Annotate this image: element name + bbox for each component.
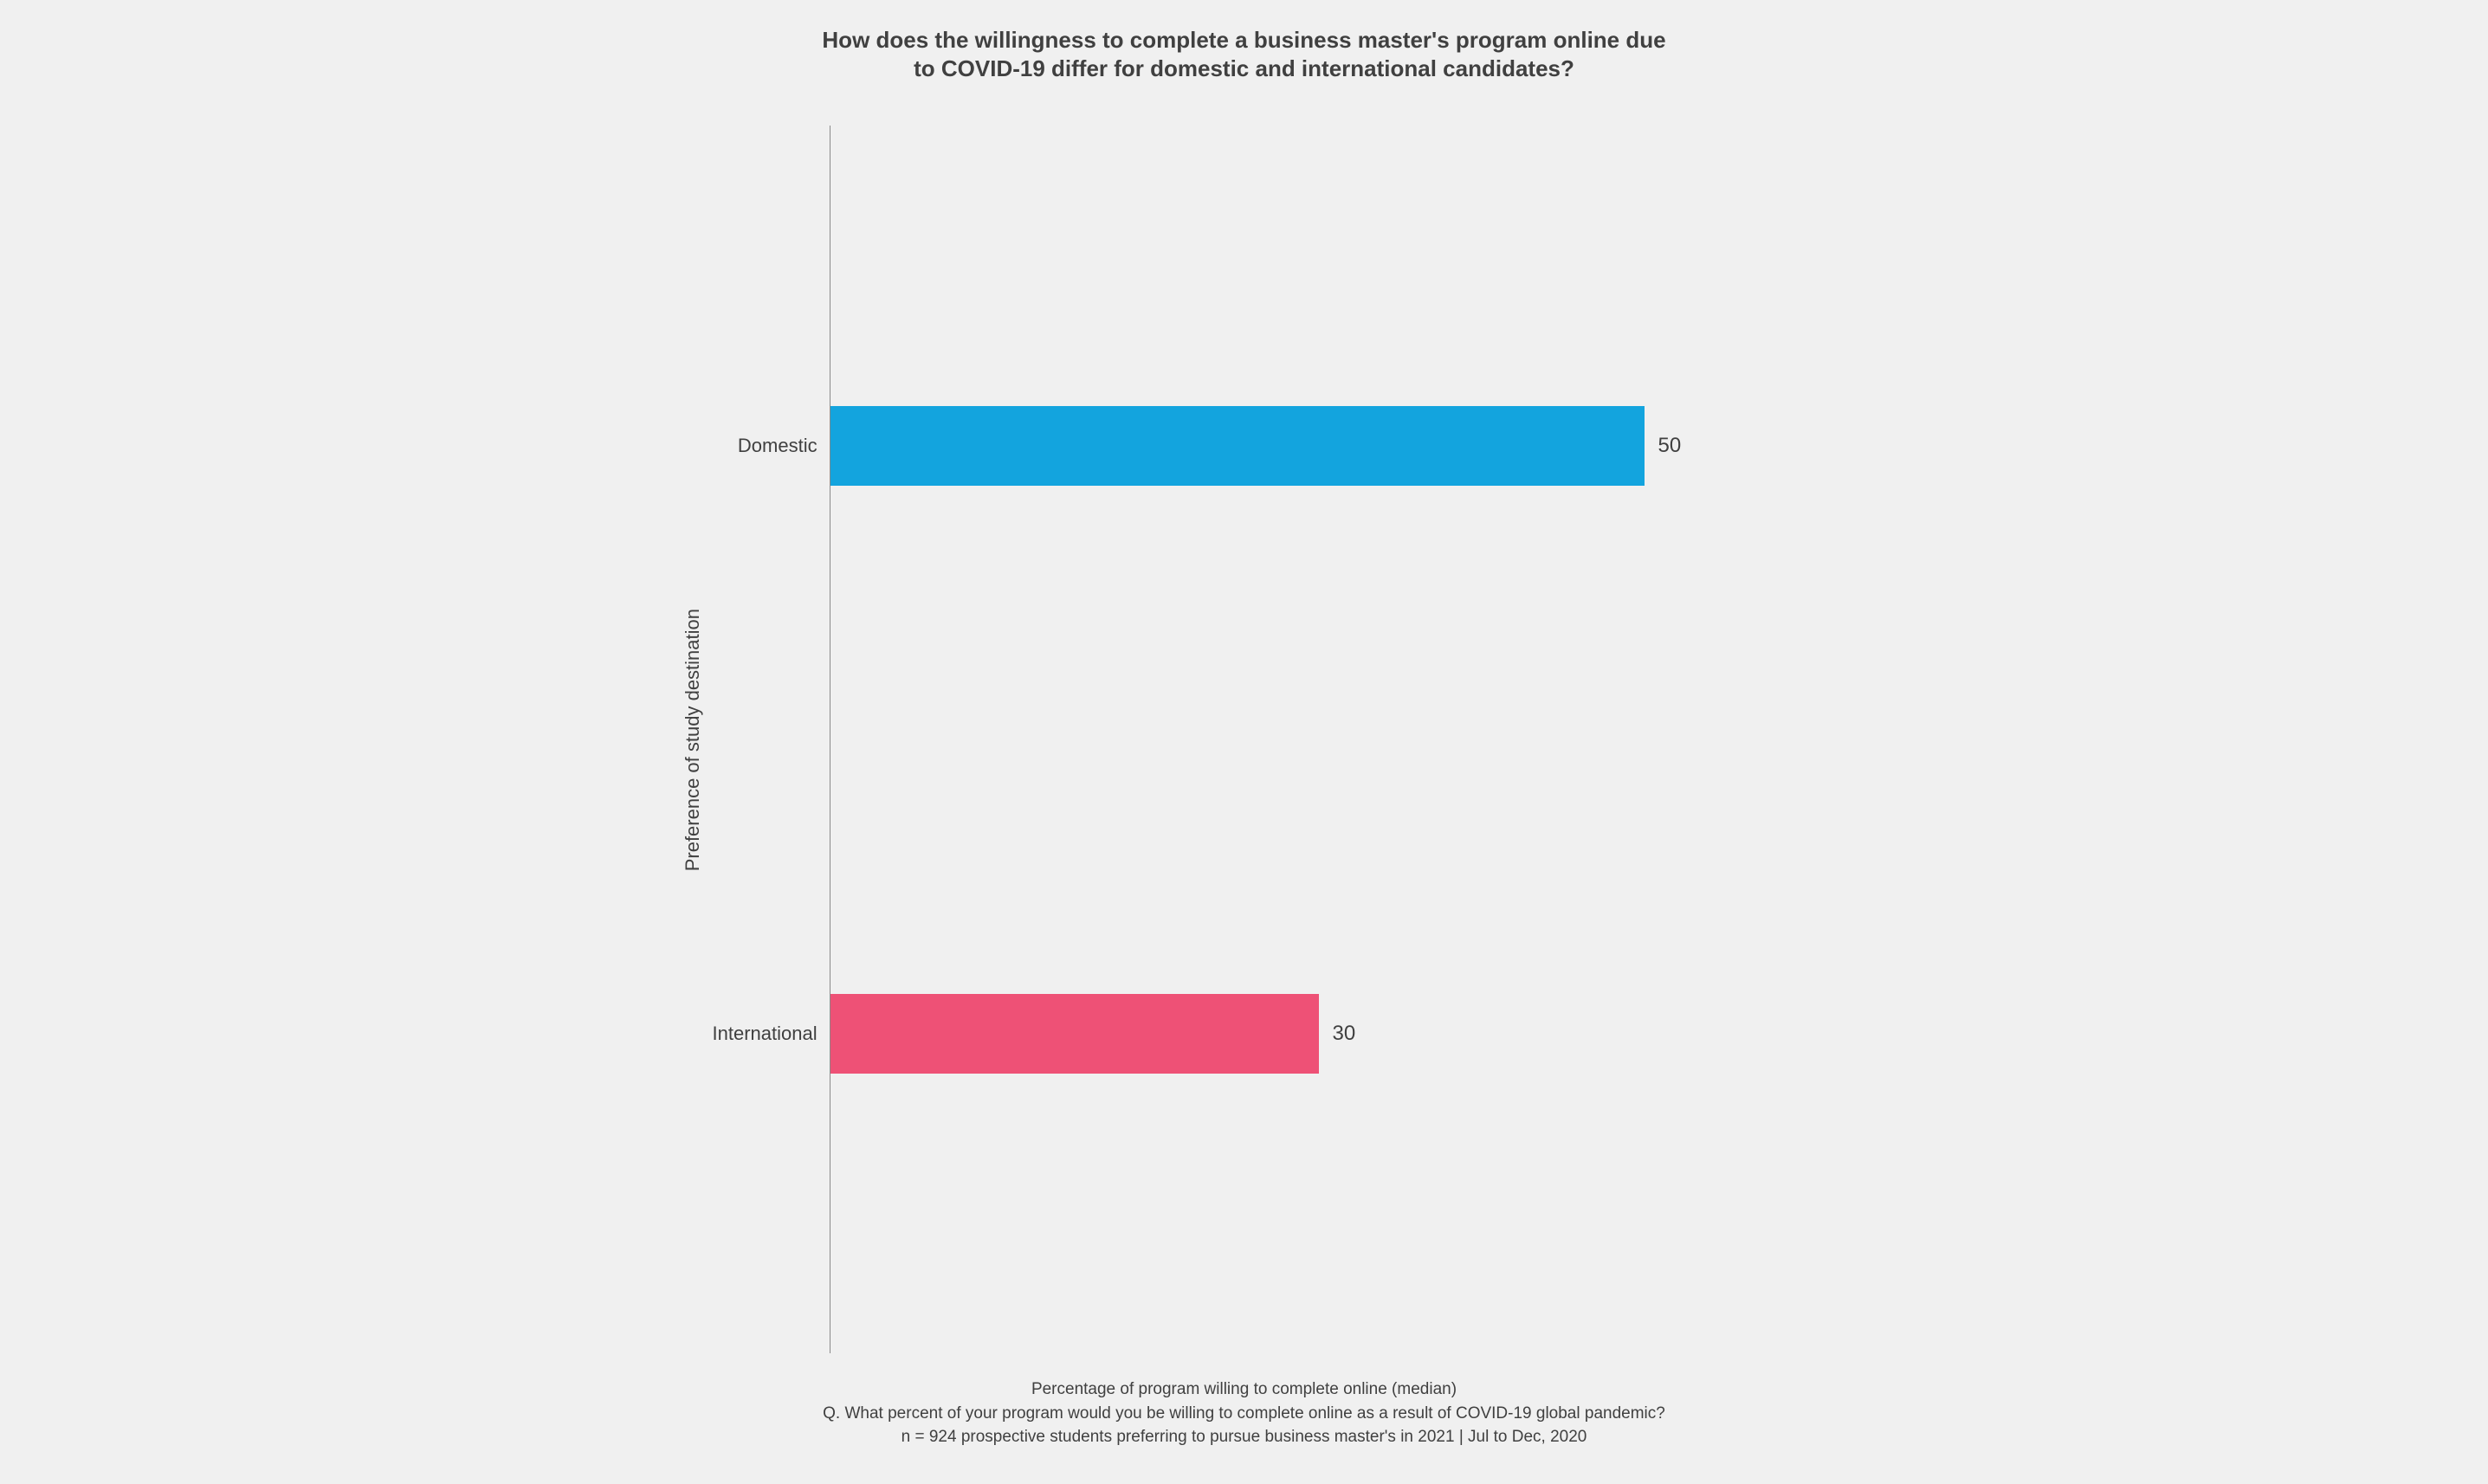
plot-area: Domestic International 50 30 [713,126,1807,1353]
chart-title-line1: How does the willingness to complete a b… [822,27,1665,53]
bar-value-domestic: 50 [1658,434,1682,458]
bar-value-international: 30 [1333,1022,1356,1046]
category-label-international: International [713,1023,817,1045]
chart-title: How does the willingness to complete a b… [822,26,1665,82]
bar-domestic [830,406,1645,486]
bar-international [830,994,1319,1074]
footer-line2: Q. What percent of your program would yo… [823,1404,1665,1423]
chart-title-line2: to COVID-19 differ for domestic and inte… [914,55,1574,81]
category-labels-column: Domestic International [713,126,830,1353]
bars-column: 50 30 [830,126,1807,1353]
chart-area: Preference of study destination Domestic… [682,126,1807,1353]
category-label-domestic: Domestic [713,435,817,457]
bar-row-international: 30 [830,994,1807,1074]
footer-line1: Percentage of program willing to complet… [1031,1380,1457,1398]
y-axis-label: Preference of study destination [682,609,704,871]
bar-row-domestic: 50 [830,406,1807,486]
footer-line3: n = 924 prospective students preferring … [901,1428,1587,1446]
chart-footer: Percentage of program willing to complet… [823,1378,1665,1449]
